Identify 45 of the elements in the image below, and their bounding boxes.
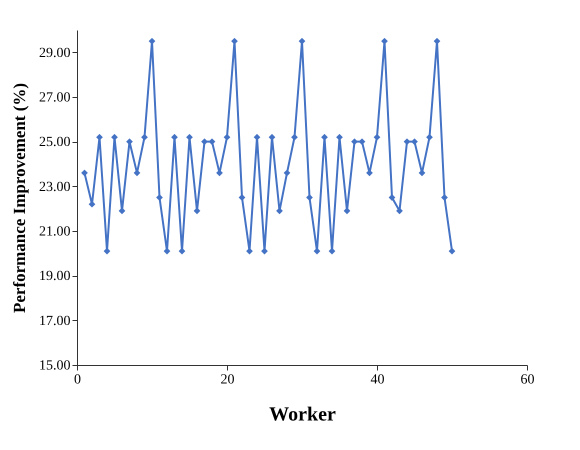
point <box>194 208 200 214</box>
point <box>306 194 313 201</box>
x-tick-label: 40 <box>370 372 384 388</box>
point <box>314 248 320 254</box>
point <box>201 138 208 146</box>
x-tick-label: 60 <box>520 372 534 388</box>
point <box>351 138 358 146</box>
point <box>81 170 88 176</box>
y-tick-label: 15.00 <box>39 358 70 374</box>
point <box>164 248 170 254</box>
y-tick-label: 29.00 <box>39 46 70 61</box>
point <box>396 208 403 214</box>
point <box>224 134 230 141</box>
x-tick-label: 0 <box>74 372 81 388</box>
x-axis-title: Worker <box>269 404 336 426</box>
point <box>246 248 253 254</box>
point <box>291 134 298 141</box>
y-tick-label: 25.00 <box>39 135 70 150</box>
point <box>261 248 268 254</box>
y-axis-title: Performance Improvement (%) <box>10 82 29 314</box>
point <box>104 248 110 254</box>
x-tick-label: 20 <box>220 372 234 388</box>
y-tick-label: 27.00 <box>39 90 70 106</box>
y-tick-label: 21.00 <box>39 224 70 240</box>
point <box>441 194 448 201</box>
point <box>426 134 433 141</box>
y-tick-label: 19.00 <box>39 269 70 284</box>
point <box>208 138 216 146</box>
y-tick-label: 17.00 <box>39 314 70 329</box>
point <box>156 194 163 201</box>
point <box>328 248 336 254</box>
point <box>388 194 396 201</box>
point <box>374 134 380 141</box>
point <box>404 138 410 146</box>
point <box>448 248 456 254</box>
y-tick-label: 23.00 <box>39 180 70 195</box>
point <box>276 208 283 214</box>
point <box>411 138 418 146</box>
point <box>358 138 366 146</box>
point <box>118 208 126 214</box>
point <box>141 134 148 141</box>
point <box>238 194 246 201</box>
point <box>284 170 290 176</box>
point <box>344 208 350 214</box>
point <box>178 248 186 254</box>
